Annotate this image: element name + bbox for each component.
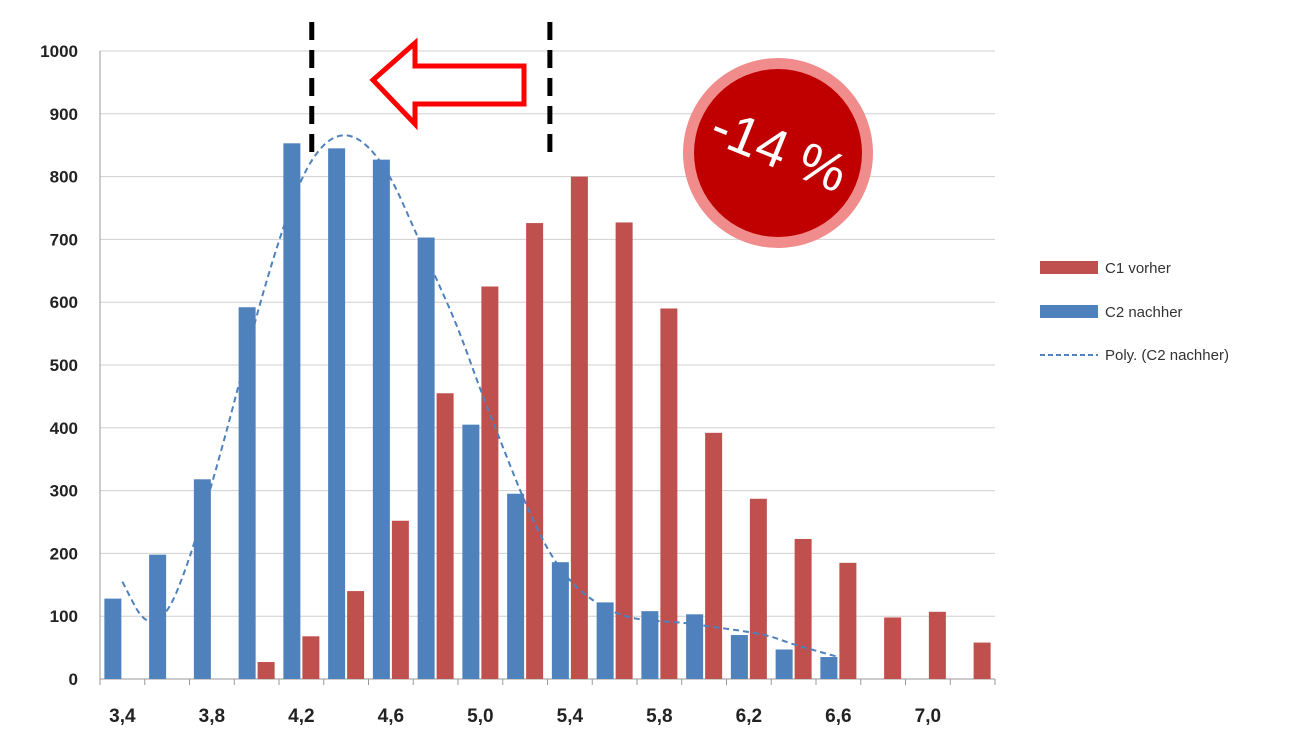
annotation-markers bbox=[309, 22, 553, 160]
x-tick-label: 6,6 bbox=[825, 706, 851, 727]
bar-c2-nachher bbox=[551, 562, 569, 679]
x-tick-label: 3,4 bbox=[109, 706, 136, 727]
bar-c2-nachher bbox=[328, 148, 346, 680]
bar-c1-vorher bbox=[749, 498, 767, 679]
bars bbox=[104, 143, 991, 680]
y-tick-label: 0 bbox=[69, 670, 78, 689]
x-tick-label: 4,2 bbox=[288, 706, 314, 727]
x-tick-label: 4,6 bbox=[378, 706, 404, 727]
y-axis: 0 100 200 300 400 500 600 700 800 900 1000 bbox=[40, 42, 101, 689]
legend-label-c2: C2 nachher bbox=[1105, 304, 1183, 321]
bar-c1-vorher bbox=[660, 308, 678, 679]
bar-c2-nachher bbox=[193, 479, 211, 679]
x-tick-label: 3,8 bbox=[199, 706, 225, 727]
trendline-poly-c2 bbox=[121, 134, 839, 658]
reduction-badge: -14 % bbox=[683, 58, 873, 248]
bar-c2-nachher bbox=[596, 602, 614, 679]
y-tick-label: 200 bbox=[50, 544, 78, 563]
bar-c1-vorher bbox=[570, 176, 588, 679]
bar-c1-vorher bbox=[302, 636, 320, 679]
y-tick-label: 100 bbox=[50, 607, 78, 626]
bar-c2-nachher bbox=[149, 554, 167, 679]
legend-swatch-c2 bbox=[1040, 305, 1098, 318]
bar-c2-nachher bbox=[462, 424, 480, 679]
legend-swatch-c1 bbox=[1040, 261, 1098, 274]
shift-left-arrow-icon bbox=[369, 37, 527, 131]
bar-c1-vorher bbox=[347, 591, 365, 679]
y-tick-label: 700 bbox=[50, 230, 78, 249]
bar-c2-nachher bbox=[820, 657, 838, 679]
bar-c1-vorher bbox=[839, 562, 857, 679]
bar-c2-nachher bbox=[417, 237, 435, 680]
trendline bbox=[121, 134, 839, 658]
bar-c1-vorher bbox=[794, 538, 812, 679]
bar-c2-nachher bbox=[238, 307, 256, 679]
bar-c1-vorher bbox=[481, 286, 499, 679]
bar-c1-vorher bbox=[391, 520, 409, 679]
y-tick-label: 400 bbox=[50, 419, 78, 438]
y-tick-label: 300 bbox=[50, 482, 78, 501]
bar-c2-nachher bbox=[730, 635, 748, 679]
bar-c1-vorher bbox=[928, 611, 946, 679]
x-axis: 3,4 3,8 4,2 4,6 5,0 5,4 5,8 6,2 6,6 7,0 bbox=[99, 678, 996, 727]
bar-c2-nachher bbox=[372, 159, 390, 680]
x-tick-label: 7,0 bbox=[915, 706, 941, 727]
bar-c1-vorher bbox=[257, 662, 275, 679]
bar-c1-vorher bbox=[884, 617, 902, 679]
y-tick-label: 1000 bbox=[40, 42, 78, 61]
bar-c2-nachher bbox=[641, 611, 659, 679]
x-tick-label: 5,8 bbox=[646, 706, 672, 727]
y-tick-label: 900 bbox=[50, 105, 78, 124]
y-tick-label: 600 bbox=[50, 293, 78, 312]
legend-label-c1: C1 vorher bbox=[1105, 260, 1171, 277]
bar-c2-nachher bbox=[507, 493, 525, 679]
bar-c2-nachher bbox=[283, 143, 301, 680]
badge-circle bbox=[694, 69, 862, 237]
bar-c2-nachher bbox=[686, 614, 704, 679]
y-tick-label: 800 bbox=[50, 168, 78, 187]
x-tick-label: 6,2 bbox=[736, 706, 762, 727]
bar-c1-vorher bbox=[973, 642, 991, 679]
x-tick-label: 5,4 bbox=[557, 706, 584, 727]
legend: C1 vorher C2 nachher Poly. (C2 nachher) bbox=[1040, 260, 1229, 364]
bar-c1-vorher bbox=[615, 222, 633, 679]
legend-label-poly: Poly. (C2 nachher) bbox=[1105, 347, 1229, 364]
bar-c2-nachher bbox=[775, 649, 793, 679]
y-tick-label: 500 bbox=[50, 356, 78, 375]
bar-c1-vorher bbox=[526, 223, 544, 679]
x-tick-label: 5,0 bbox=[467, 706, 493, 727]
bar-c1-vorher bbox=[705, 432, 723, 679]
bar-c2-nachher bbox=[104, 598, 122, 679]
bar-c1-vorher bbox=[436, 393, 454, 679]
